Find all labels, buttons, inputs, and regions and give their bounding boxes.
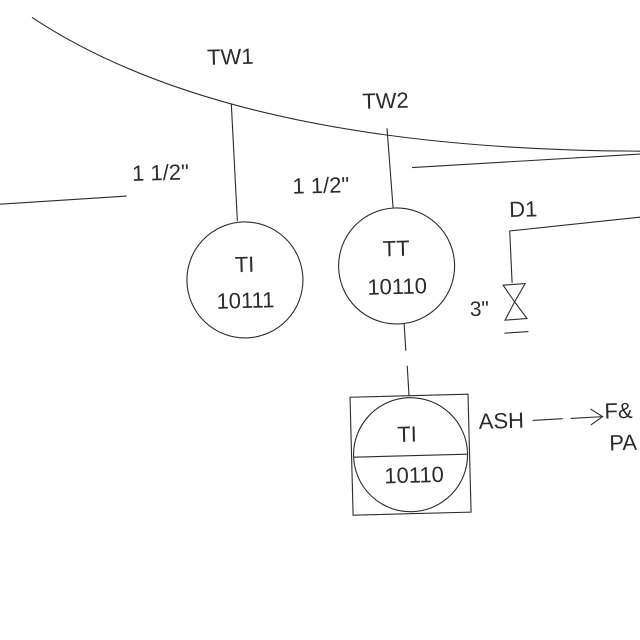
drain-valve-lower [504, 300, 529, 321]
ti-10111-tag: TI [234, 252, 254, 278]
ti-10110-bubble[interactable] [352, 396, 469, 513]
alarm-arrow-shaft [570, 416, 603, 420]
tw2-label: TW2 [362, 88, 409, 114]
ti-10111-bubble[interactable] [185, 220, 304, 339]
process-line-right [412, 152, 640, 169]
tt-10110-number: 10110 [367, 273, 427, 300]
alarm-label: ASH [478, 408, 524, 434]
tt-10110-tag: TT [382, 236, 410, 262]
alarm-destination-line1: F& [604, 398, 633, 424]
alarm-arrow-head [590, 408, 604, 426]
tw1-label: TW1 [207, 44, 254, 70]
drain-cap [504, 331, 529, 334]
vessel-wall-curve [31, 16, 640, 152]
ti-10110-number: 10110 [384, 462, 444, 489]
drain-line [509, 215, 640, 283]
drawing-sheet: TW1 1 1/2" TI 10111 TW2 1 1/2" TT 10110 … [0, 16, 640, 516]
alarm-destination-line2: PA [609, 430, 638, 456]
drain-valve-size: 3" [469, 298, 489, 321]
ti-10110-shared-display-box [349, 393, 472, 516]
tw1-pipe-size: 1 1/2" [132, 159, 189, 185]
ti-10111-number: 10111 [216, 287, 275, 314]
tw1-stem [230, 104, 238, 222]
signal-line-segment-1 [403, 323, 407, 351]
drain-label: D1 [509, 196, 538, 222]
drain-valve-upper [502, 282, 527, 303]
alarm-line [532, 418, 563, 422]
process-line-left [0, 195, 127, 205]
ti-10110-tag: TI [397, 422, 417, 448]
tw2-pipe-size: 1 1/2" [292, 172, 349, 198]
tt-10110-bubble[interactable] [337, 206, 456, 325]
tw2-stem [386, 128, 394, 209]
ti-10110-panel-line [353, 453, 468, 458]
signal-line-segment-2 [406, 365, 410, 396]
